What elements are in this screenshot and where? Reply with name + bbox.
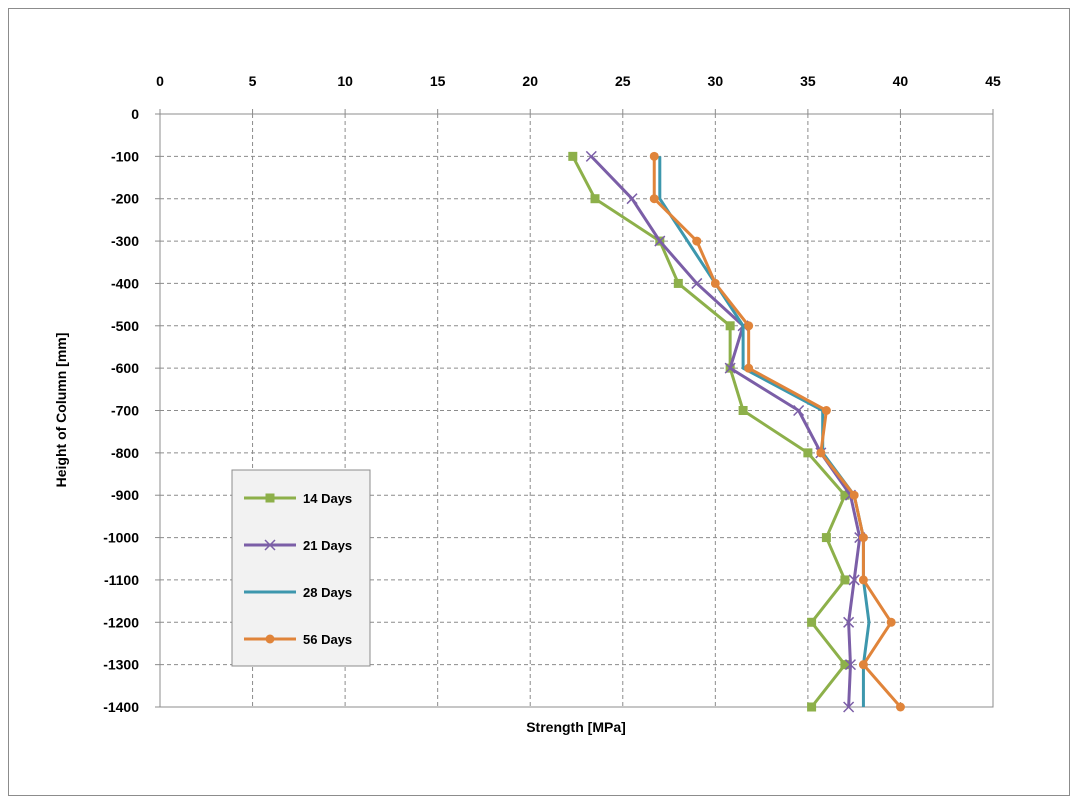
data-point <box>793 404 805 417</box>
series-56-days <box>649 151 905 712</box>
y-tick-label: -1100 <box>104 572 139 588</box>
data-point <box>849 490 859 500</box>
data-point <box>744 321 754 331</box>
data-point <box>844 659 856 671</box>
y-tick-label: -1000 <box>103 530 139 546</box>
legend-marker-56-days <box>265 634 275 644</box>
x-tick-label: 45 <box>985 73 1001 89</box>
legend-label-28-days: 28 Days <box>303 585 352 600</box>
data-point <box>738 406 748 415</box>
data-point <box>649 151 659 161</box>
x-tick-label: 25 <box>615 73 631 89</box>
x-tick-label: 0 <box>156 73 164 89</box>
y-tick-label: -700 <box>111 403 139 419</box>
data-point <box>843 616 855 628</box>
x-tick-label: 40 <box>893 73 909 89</box>
series-line-14-days <box>571 155 847 708</box>
y-tick-label: -500 <box>111 318 139 334</box>
y-axis-ticks: 0 -100 -200 -300 -400 -500 -600 -700 -800 -900 -10… <box>103 106 160 715</box>
data-point <box>724 362 736 374</box>
data-point <box>803 448 813 458</box>
data-point <box>807 617 817 627</box>
grid-lines <box>160 114 993 707</box>
data-point <box>840 575 850 585</box>
legend-label-56-days: 56 Days <box>303 632 352 647</box>
data-point <box>649 194 659 204</box>
x-tick-label: 5 <box>249 73 257 89</box>
legend-marker-14-days <box>265 493 275 503</box>
x-tick-label: 35 <box>800 73 816 89</box>
data-point <box>843 701 855 713</box>
y-tick-label: 0 <box>131 106 139 122</box>
data-point <box>710 278 720 288</box>
y-tick-label: -100 <box>111 148 139 164</box>
data-point <box>654 235 666 247</box>
legend-label-14-days: 14 Days <box>303 491 352 506</box>
data-point <box>725 321 735 331</box>
legend-label-21-days: 21 Days <box>303 538 352 553</box>
data-point <box>886 617 896 627</box>
data-point <box>673 278 683 288</box>
data-point <box>816 448 826 458</box>
data-point <box>858 533 868 543</box>
data-point <box>568 151 578 161</box>
data-point <box>895 702 905 712</box>
data-point <box>848 574 860 586</box>
series-layer <box>568 150 905 713</box>
data-point <box>821 406 831 415</box>
y-tick-label: -900 <box>111 487 139 503</box>
legend-box <box>231 469 371 667</box>
y-tick-label: -800 <box>111 445 139 461</box>
data-point <box>807 702 817 712</box>
legend-marker-21-days <box>264 539 276 551</box>
y-tick-label: -200 <box>111 191 139 207</box>
x-axis-ticks: 0 5 10 15 20 25 30 35 40 45 <box>156 73 1001 114</box>
y-tick-label: -600 <box>111 360 139 376</box>
series-line-56-days <box>652 156 902 708</box>
series-line-21-days <box>590 155 862 708</box>
x-tick-label: 30 <box>708 73 724 89</box>
y-tick-label: -1200 <box>103 614 139 630</box>
y-tick-label: -1400 <box>103 699 139 715</box>
data-point <box>840 490 850 500</box>
y-tick-label: -1300 <box>103 657 139 673</box>
data-point <box>744 363 754 373</box>
data-point <box>590 194 600 204</box>
data-point <box>821 533 831 543</box>
x-tick-label: 20 <box>522 73 538 89</box>
data-point <box>840 660 850 670</box>
y-axis-title: Height of Column [mm] <box>53 333 69 488</box>
data-point <box>691 277 703 289</box>
data-point <box>626 193 638 205</box>
data-point <box>585 150 597 162</box>
y-tick-label: -300 <box>111 233 139 249</box>
y-tick-label: -400 <box>111 275 139 291</box>
data-point <box>858 660 868 670</box>
data-point <box>692 236 702 246</box>
x-axis-title: Strength [MPa] <box>526 719 626 735</box>
x-tick-label: 10 <box>337 73 353 89</box>
legend: 14 Days 21 Days 28 Days 56 Days <box>231 469 371 667</box>
x-tick-label: 15 <box>430 73 446 89</box>
data-point <box>858 575 868 585</box>
